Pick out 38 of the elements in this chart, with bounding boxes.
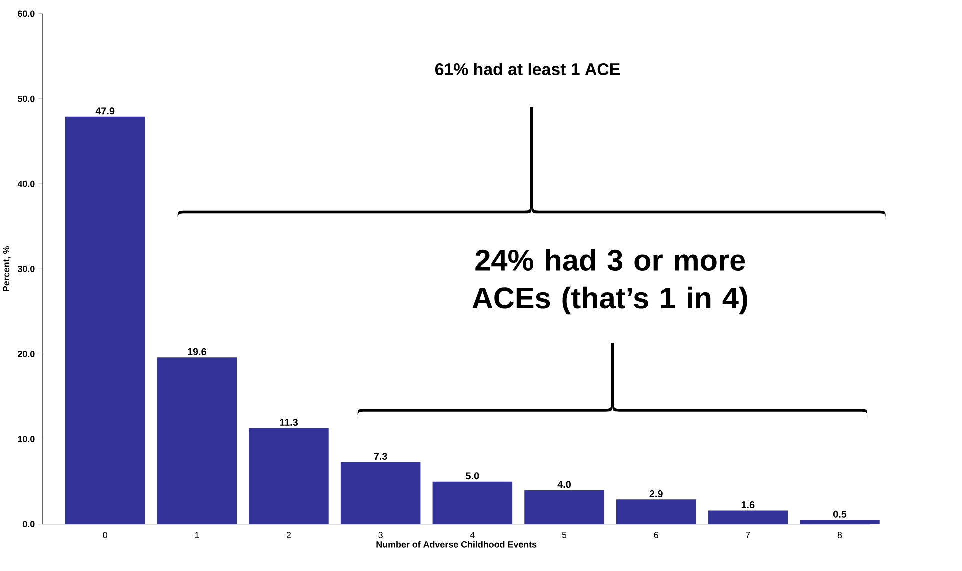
data-label: 1.6	[742, 501, 755, 508]
x-tick-label: 7	[746, 532, 750, 538]
x-tick-label: 4	[470, 532, 475, 538]
y-tick-label: 40.0	[18, 180, 35, 188]
annotation: 24% had 3 or more ACEs (that’s 1 in 4)	[472, 249, 748, 315]
annotation: 61% had at least 1 ACE	[435, 62, 620, 76]
x-tick-label: 3	[378, 532, 383, 538]
bar	[800, 520, 880, 524]
data-label: 5.0	[466, 472, 480, 480]
y-tick-label: 10.0	[18, 436, 35, 442]
bar	[432, 482, 513, 524]
data-label: 0.5	[833, 510, 847, 518]
data-label: 19.6	[188, 348, 206, 356]
x-tick-label: 8	[838, 532, 842, 538]
bar	[249, 428, 329, 524]
bar	[65, 116, 146, 524]
y-tick-label: 30.0	[18, 266, 35, 272]
x-tick-label: 1	[195, 532, 200, 538]
x-tick-label: 2	[286, 532, 292, 538]
data-label: 47.9	[96, 108, 115, 115]
data-label: 2.9	[650, 490, 663, 498]
data-label: 7.3	[374, 452, 388, 460]
bar	[708, 510, 788, 524]
y-tick-label: 0.0	[23, 521, 35, 528]
x-axis-title: Number of Adverse Childhood Events	[376, 541, 537, 548]
bar	[524, 490, 604, 524]
y-tick-label: 60.0	[18, 10, 35, 18]
x-tick-label: 0	[103, 532, 108, 538]
bar	[616, 500, 696, 524]
x-tick-label: 5	[562, 532, 567, 538]
y-tick-label: 20.0	[18, 350, 35, 358]
bar	[157, 358, 238, 524]
data-label: 4.0	[558, 481, 571, 488]
x-tick-label: 6	[654, 532, 658, 538]
data-label: 11.3	[280, 418, 298, 426]
y-axis-title: Percent, %	[3, 246, 11, 292]
y-tick-label: 50.0	[18, 96, 35, 102]
bar	[340, 462, 421, 524]
